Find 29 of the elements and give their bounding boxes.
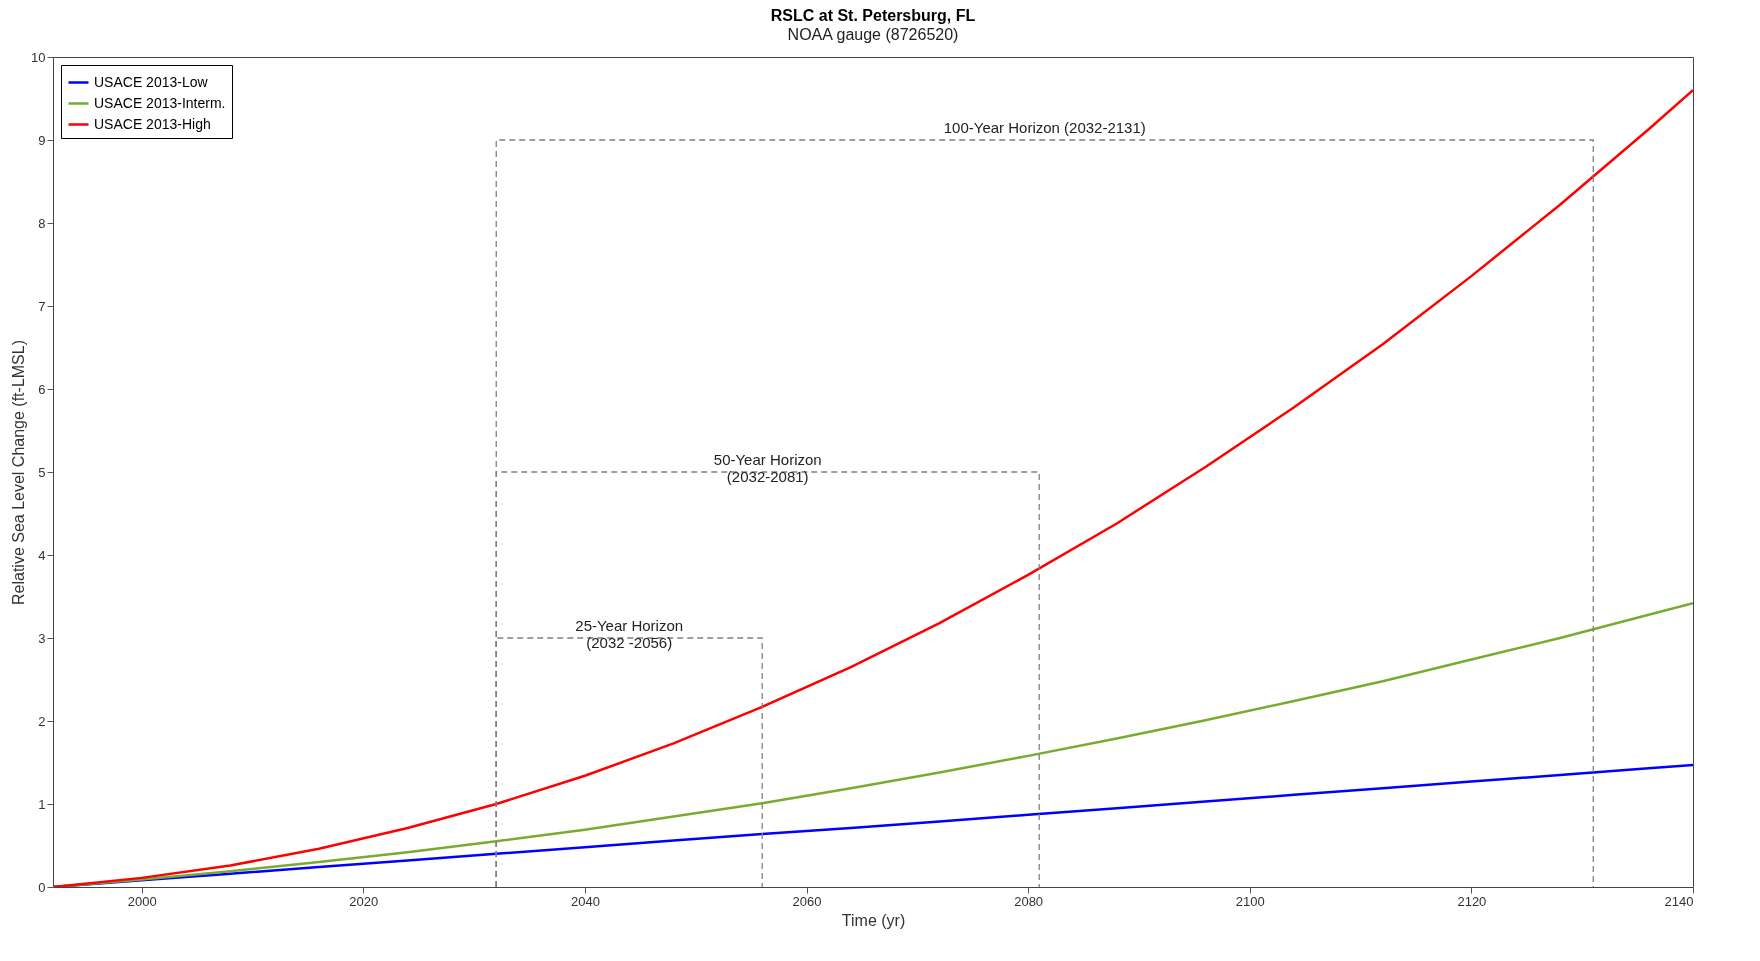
y-tick-label: 6 xyxy=(38,381,46,397)
y-tick-label: 10 xyxy=(31,49,46,65)
y-tick-label: 9 xyxy=(38,132,46,148)
chart-subtitle: NOAA gauge (8726520) xyxy=(787,26,959,43)
x-tick-label: 2080 xyxy=(1014,893,1044,909)
annotation: 100-Year Horizon (2032-2131) xyxy=(943,119,1146,136)
y-tick-label: 3 xyxy=(38,630,46,646)
x-tick-label: 2140 xyxy=(1664,893,1694,909)
x-tick-label: 2060 xyxy=(792,893,822,909)
y-tick-label: 1 xyxy=(38,796,46,812)
y-tick-label: 7 xyxy=(38,298,46,314)
x-tick-label: 2040 xyxy=(570,893,600,909)
x-tick-label: 2120 xyxy=(1457,893,1487,909)
legend-label: USACE 2013-Interm. xyxy=(94,94,226,111)
chart-title: RSLC at St. Petersburg, FL xyxy=(770,7,976,24)
y-tick-label: 4 xyxy=(38,547,46,563)
annotation: 50-Year Horizon (2032-2081) xyxy=(713,451,822,485)
y-tick-label: 2 xyxy=(38,713,46,729)
annotation: 25-Year Horizon (2032 -2056) xyxy=(575,617,684,651)
y-tick-label: 5 xyxy=(38,464,46,480)
legend-label: USACE 2013-Low xyxy=(94,73,209,90)
legend-label: USACE 2013-High xyxy=(94,115,211,132)
x-tick-label: 2020 xyxy=(349,893,379,909)
x-axis-title: Time (yr) xyxy=(841,911,906,929)
x-tick-label: 2000 xyxy=(127,893,157,909)
y-tick-label: 0 xyxy=(38,879,46,895)
x-tick-label: 2100 xyxy=(1235,893,1265,909)
y-axis-title: Relative Sea Level Change (ft-LMSL) xyxy=(10,339,28,606)
y-tick-label: 8 xyxy=(38,215,46,231)
